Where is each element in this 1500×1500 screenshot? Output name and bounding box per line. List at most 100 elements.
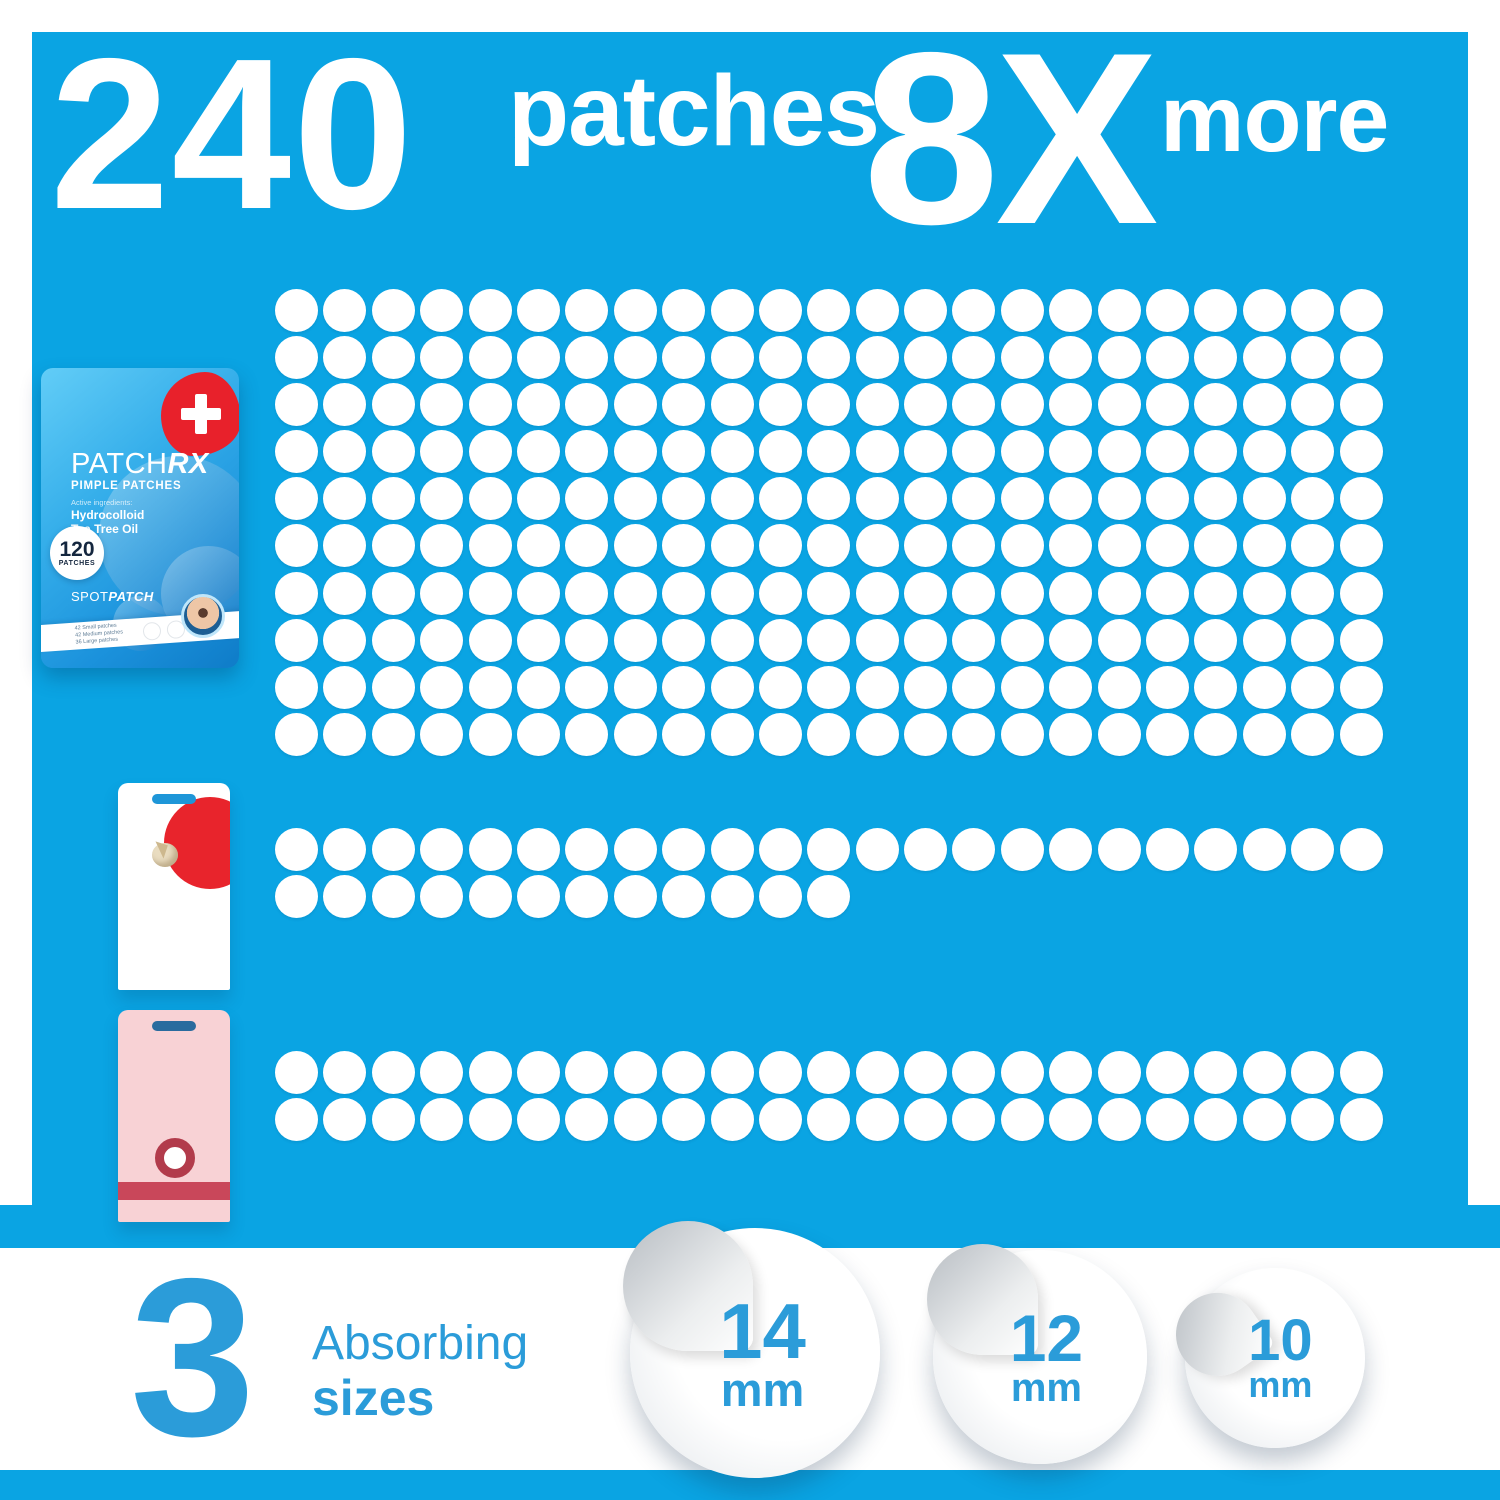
dot-row: [275, 383, 1383, 427]
patch-dot: [662, 336, 706, 380]
patch-dot: [323, 618, 367, 662]
patch-dot: [371, 430, 415, 474]
patch-dot: [1242, 289, 1286, 332]
patch-dot: [565, 477, 609, 521]
patch-dot: [371, 665, 415, 709]
patch-dot: [952, 289, 996, 332]
patch-dot: [662, 1051, 706, 1094]
patch-size-sticker-14mm: 14 mm: [622, 1220, 880, 1478]
patch-dot: [323, 289, 367, 332]
dot-row: [275, 524, 1383, 568]
patch-dot: [613, 1098, 657, 1142]
size-value: 14: [719, 1286, 806, 1375]
patch-dot: [371, 1098, 415, 1142]
patch-dot: [952, 336, 996, 380]
patch-dot: [710, 875, 754, 919]
patch-dot: [468, 1051, 512, 1094]
brand-part-2: RX: [167, 448, 209, 480]
patch-dot: [807, 665, 851, 709]
patch-dot: [807, 712, 851, 756]
patch-dot: [662, 1098, 706, 1142]
patch-dot: [565, 383, 609, 427]
patch-dot: [710, 336, 754, 380]
patch-dot: [1000, 712, 1044, 756]
patch-dot: [1291, 665, 1335, 709]
size-text: 12 mm: [997, 1305, 1083, 1409]
patch-dot: [1146, 618, 1190, 662]
patch-dot: [1194, 712, 1238, 756]
peeled-patch-graphic: [152, 843, 178, 867]
size-text: 14 mm: [704, 1286, 806, 1413]
patch-dot: [468, 477, 512, 521]
patch-dot: [613, 477, 657, 521]
patch-dot: [807, 875, 851, 919]
patch-dot: [1194, 430, 1238, 474]
patch-dot: [904, 383, 948, 427]
patch-dot: [275, 665, 318, 709]
patch-dot: [516, 665, 560, 709]
patch-dot: [662, 665, 706, 709]
patch-dot: [1339, 1098, 1383, 1142]
patch-dot: [855, 430, 899, 474]
patch-dot: [1291, 336, 1335, 380]
patch-dot: [758, 383, 802, 427]
patch-dot: [710, 1098, 754, 1142]
patch-dot: [565, 1051, 609, 1094]
patch-dot: [323, 336, 367, 380]
patch-dot: [323, 477, 367, 521]
badge-count: 120: [59, 538, 95, 561]
patch-dot: [1049, 571, 1093, 615]
patch-dot: [1049, 289, 1093, 332]
patch-dot: [855, 1098, 899, 1142]
patch-dot: [1194, 524, 1238, 568]
patch-dot: [613, 524, 657, 568]
patch-dot: [371, 477, 415, 521]
active-ingredients-label: Active ingredients:: [71, 498, 133, 507]
swiss-cross-badge: [161, 372, 239, 456]
contents-list: 42 Small patches 42 Medium patches 36 La…: [74, 622, 123, 646]
ring-graphic: [155, 1138, 195, 1178]
patch-dot: [1194, 1051, 1238, 1094]
patch-dot: [565, 430, 609, 474]
patch-dot: [275, 712, 318, 756]
patch-dot: [1194, 828, 1238, 871]
patch-dot: [565, 712, 609, 756]
patch-dot: [420, 336, 464, 380]
patch-dot: [1242, 383, 1286, 427]
patch-dot: [371, 383, 415, 427]
patch-dot: [371, 618, 415, 662]
patch-dot: [516, 336, 560, 380]
patch-dot: [1097, 1051, 1141, 1094]
patch-dot: [420, 571, 464, 615]
patch-dot: [904, 477, 948, 521]
patch-dot: [1049, 477, 1093, 521]
patch-dot: [565, 618, 609, 662]
patch-dot: [468, 712, 512, 756]
patch-dot: [1049, 524, 1093, 568]
patch-dot: [807, 524, 851, 568]
dot-row: [275, 289, 1383, 332]
patch-dot: [420, 1051, 464, 1094]
patch-dot: [1291, 477, 1335, 521]
patch-dot: [420, 1098, 464, 1142]
badge-label: PATCHES: [58, 560, 96, 567]
patch-dot: [420, 383, 464, 427]
patch-dot: [1146, 430, 1190, 474]
sticker-peel-curl: [622, 1220, 753, 1351]
patch-dot: [952, 383, 996, 427]
patch-dot: [275, 1098, 318, 1142]
dot-row: [275, 1098, 1383, 1142]
dot-row: [275, 875, 1383, 919]
patch-count-headline: 240: [50, 13, 415, 254]
patch-dot: [468, 875, 512, 919]
patch-dot: [323, 1051, 367, 1094]
patch-dot: [1339, 524, 1383, 568]
patch-dot: [952, 571, 996, 615]
patch-dot: [1049, 336, 1093, 380]
dot-row: [275, 571, 1383, 615]
patch-dot: [1339, 336, 1383, 380]
patch-dot: [855, 383, 899, 427]
patch-dot: [1146, 477, 1190, 521]
patch-dot: [904, 618, 948, 662]
patch-dot: [807, 1098, 851, 1142]
